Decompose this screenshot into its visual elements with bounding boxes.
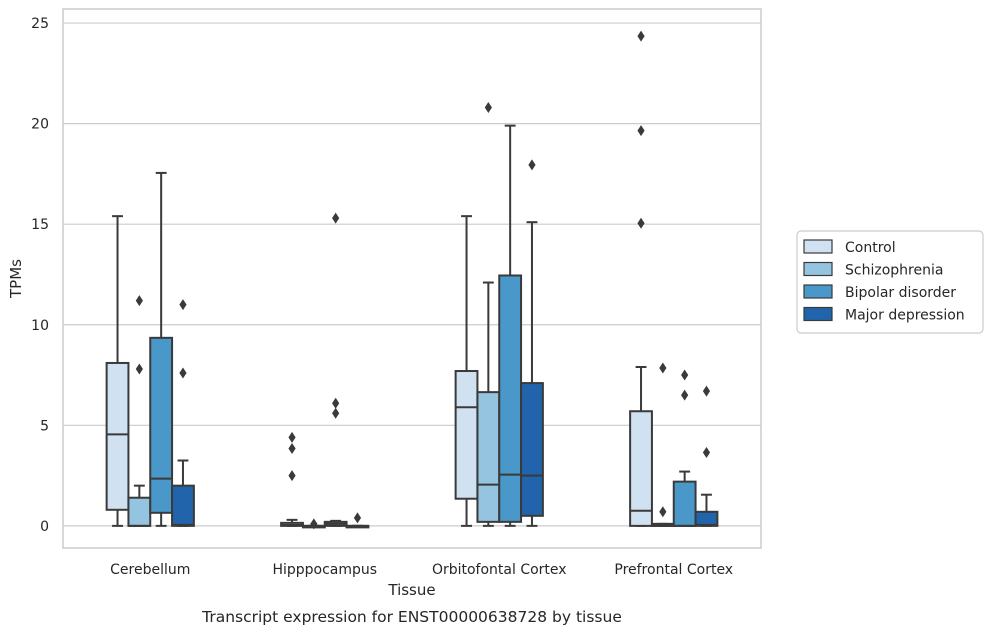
box-schizophrenia xyxy=(476,102,501,527)
x-tick-label: Cerebellum xyxy=(110,562,190,578)
outlier-point xyxy=(332,212,340,224)
box-control xyxy=(280,431,304,527)
legend-label: Major depression xyxy=(845,308,965,324)
box-major-depression xyxy=(171,299,195,527)
legend-label: Bipolar disorder xyxy=(845,285,956,301)
plot-frame xyxy=(62,8,762,549)
outlier-point xyxy=(288,442,296,454)
box-body xyxy=(629,410,653,527)
box-schizophrenia xyxy=(127,295,152,527)
legend-swatch xyxy=(803,261,833,277)
outlier-point xyxy=(332,407,340,419)
legend-frame xyxy=(796,230,984,334)
chart-caption: Transcript expression for ENST0000063872… xyxy=(201,608,622,626)
legend: Control Schizophrenia Bipolar disorder Majo… xyxy=(796,230,984,334)
box-control xyxy=(105,215,130,527)
box-bipolar-disorder xyxy=(498,124,523,527)
outlier-point xyxy=(179,367,187,379)
box-body xyxy=(127,496,152,527)
y-tick-label: 10 xyxy=(31,318,49,334)
box-major-depression xyxy=(520,159,544,527)
x-tick-label: Hipppocampus xyxy=(272,562,377,578)
legend-swatch xyxy=(803,239,833,254)
outlier-point xyxy=(637,30,645,42)
box-control xyxy=(454,215,479,527)
box-bipolar-disorder xyxy=(672,369,697,527)
box-body xyxy=(476,391,501,523)
box-schizophrenia xyxy=(301,518,326,530)
outlier-point xyxy=(681,369,689,381)
box-major-depression xyxy=(694,385,719,527)
outlier-point xyxy=(135,295,143,307)
box-body xyxy=(520,382,544,517)
y-tick-label: 25 xyxy=(31,16,49,32)
box-body xyxy=(672,480,697,527)
outlier-point xyxy=(310,518,318,530)
box-body xyxy=(454,370,479,500)
outlier-point xyxy=(179,299,187,311)
box-control xyxy=(629,30,653,527)
outlier-point xyxy=(681,389,689,401)
outlier-point xyxy=(484,102,492,114)
outlier-point xyxy=(288,431,296,443)
outlier-point xyxy=(637,217,645,229)
y-tick-label: 0 xyxy=(40,519,49,535)
box-body xyxy=(105,361,130,511)
legend-label: Control xyxy=(845,240,896,256)
outlier-point xyxy=(332,397,340,409)
y-axis-label: TPMs xyxy=(7,259,25,299)
outlier-point xyxy=(702,446,711,458)
outlier-point xyxy=(353,512,362,524)
box-bipolar-disorder xyxy=(149,171,174,527)
box-body xyxy=(149,336,174,514)
outlier-point xyxy=(637,125,645,137)
box-body xyxy=(694,510,719,527)
outlier-point xyxy=(702,385,711,397)
x-tick-label: Orbitofontal Cortex xyxy=(432,562,567,578)
legend-label: Schizophrenia xyxy=(845,263,943,279)
box-bipolar-disorder xyxy=(323,212,348,527)
y-ticks: 0 5 10 15 20 25 xyxy=(31,16,49,535)
box-body xyxy=(498,274,523,523)
y-tick-label: 5 xyxy=(40,418,49,434)
box-schizophrenia xyxy=(650,362,675,527)
x-ticks: Cerebellum Hipppocampus Orbitofontal Corte… xyxy=(110,562,733,578)
box-body xyxy=(171,484,195,527)
x-axis-label: Tissue xyxy=(387,581,435,599)
legend-swatch xyxy=(803,306,833,322)
legend-swatch xyxy=(803,284,833,299)
outlier-point xyxy=(135,363,143,375)
outlier-point xyxy=(288,470,296,482)
y-tick-label: 20 xyxy=(31,117,49,133)
outlier-point xyxy=(659,506,667,518)
outlier-point xyxy=(659,362,667,374)
box-major-depression xyxy=(345,512,370,529)
y-tick-label: 15 xyxy=(31,217,49,233)
boxes xyxy=(105,30,719,530)
x-tick-label: Prefrontal Cortex xyxy=(614,562,733,578)
outlier-point xyxy=(528,159,536,171)
